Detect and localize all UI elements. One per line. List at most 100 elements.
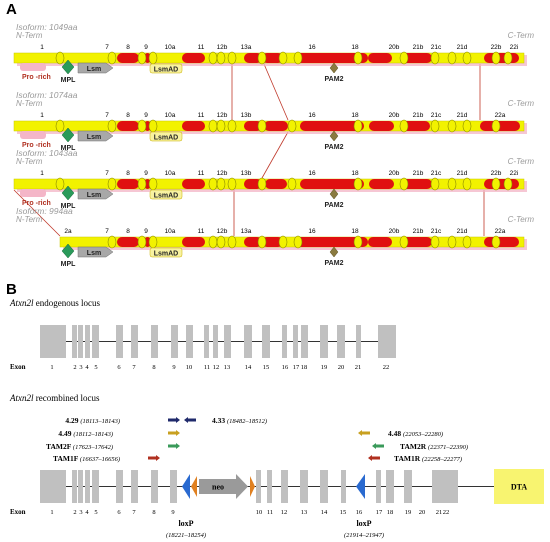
lsm-label: Lsm — [87, 250, 101, 257]
exon-number: 1 — [50, 364, 53, 371]
mpl-domain-diamond — [61, 185, 75, 201]
exon-boundary-marker — [107, 177, 117, 191]
exon-box — [224, 325, 231, 358]
exon-number-label: 10a — [165, 228, 176, 235]
exon-boundary-marker — [55, 177, 65, 191]
exon-boundary-marker — [447, 177, 457, 191]
exon-number-label: 21b — [413, 228, 424, 235]
exon-box — [320, 325, 328, 358]
exon-box — [85, 325, 90, 358]
exon-boundary-marker — [462, 119, 472, 133]
exon-boundary-marker — [208, 51, 218, 65]
exon-boundary-marker — [287, 177, 297, 191]
exon-box — [432, 470, 458, 503]
exon-number-label: 12b — [217, 44, 228, 51]
exon-segment — [300, 121, 364, 131]
exon-segment — [262, 53, 283, 63]
exon-number: 16 — [356, 509, 363, 516]
exon-box — [293, 325, 298, 358]
primer-label: TAM1F (16637–16656) — [53, 454, 120, 463]
exon-number: 20 — [338, 364, 345, 371]
exon-number: 5 — [94, 509, 97, 516]
neo-label: neo — [212, 483, 224, 492]
exon-segment — [117, 121, 139, 131]
exon-box — [404, 470, 412, 503]
exon-boundary-marker — [287, 119, 297, 133]
exon-boundary-marker — [503, 51, 513, 65]
exon-number-label: 7 — [105, 170, 109, 177]
exon-number-label: 11 — [198, 228, 205, 235]
primer: TAM2F (17623–17642) — [46, 442, 180, 451]
primer-label: 4.33 (18482–18512) — [212, 416, 267, 425]
mpl-domain-diamond — [61, 243, 75, 259]
exon-boundary-marker — [227, 119, 237, 133]
exon-number-label: 22i — [510, 170, 519, 177]
primer: TAM1R (22258–22277) — [368, 454, 462, 463]
loxp-site — [356, 474, 365, 499]
exon-number: 14 — [321, 509, 328, 516]
exon-number-label: 10a — [165, 44, 176, 51]
exon-boundary-marker — [353, 119, 363, 133]
exon-number-label: 7 — [105, 228, 109, 235]
pam2-motif-diamond — [329, 246, 339, 258]
exon-segment — [294, 237, 368, 247]
mpl-domain-diamond — [61, 127, 75, 143]
lsmad-label: LsmAD — [154, 251, 179, 258]
loxp-range: (21914–21947) — [344, 532, 384, 539]
exon-number-label: 8 — [126, 112, 130, 119]
frt-site — [250, 476, 255, 497]
primer-arrow — [168, 443, 180, 449]
exon-box — [116, 470, 123, 503]
exon-box — [378, 325, 396, 358]
exon-segment — [400, 237, 432, 247]
exon-number: 1 — [50, 509, 53, 516]
exon-number-label: 13a — [241, 228, 252, 235]
lsm-domain — [77, 130, 114, 142]
exon-boundary-marker — [353, 51, 363, 65]
exon-number: 12 — [213, 364, 220, 371]
exon-boundary-marker — [503, 177, 513, 191]
exon-segment — [484, 53, 519, 63]
exon-segment — [117, 179, 139, 189]
exon-boundary-marker — [216, 177, 226, 191]
exon-segment — [117, 53, 139, 63]
dta-cassette — [494, 469, 544, 504]
mpl-domain-diamond — [61, 59, 75, 75]
exon-number: 10 — [186, 364, 193, 371]
lsm-label: Lsm — [87, 66, 101, 73]
exon-box — [78, 470, 83, 503]
exon-number: 14 — [245, 364, 252, 371]
exon-number-label: 7 — [105, 44, 109, 51]
pro-rich-domain — [20, 189, 46, 197]
mpl-label: MPL — [61, 77, 77, 84]
exon-number: 4 — [85, 509, 89, 516]
exon-number-label: 11 — [198, 170, 205, 177]
exon-number-label: 12b — [217, 170, 228, 177]
exon-box — [131, 325, 138, 358]
exon-box — [281, 470, 288, 503]
exon-number-label: 2a — [64, 228, 72, 235]
isoform-name: Isoform: 1074aa — [16, 90, 78, 100]
exon-boundary-marker — [447, 51, 457, 65]
exon-boundary-marker — [148, 177, 158, 191]
exon-boundary-marker — [208, 235, 218, 249]
exon-segment — [294, 53, 368, 63]
exon-number-label: 16 — [308, 112, 316, 119]
exon-boundary-marker — [430, 235, 440, 249]
exon-number: 11 — [267, 509, 273, 516]
exon-boundary-marker — [399, 119, 409, 133]
dta-label: DTA — [511, 483, 528, 492]
exon-boundary-marker — [216, 119, 226, 133]
exon-number: 13 — [224, 364, 231, 371]
exon-number-label: 16 — [308, 170, 316, 177]
exon-segment — [244, 179, 262, 189]
exon-number: 6 — [117, 509, 121, 516]
pam2-motif-diamond — [329, 188, 339, 200]
exon-segment — [368, 237, 392, 247]
exon-box — [151, 325, 158, 358]
